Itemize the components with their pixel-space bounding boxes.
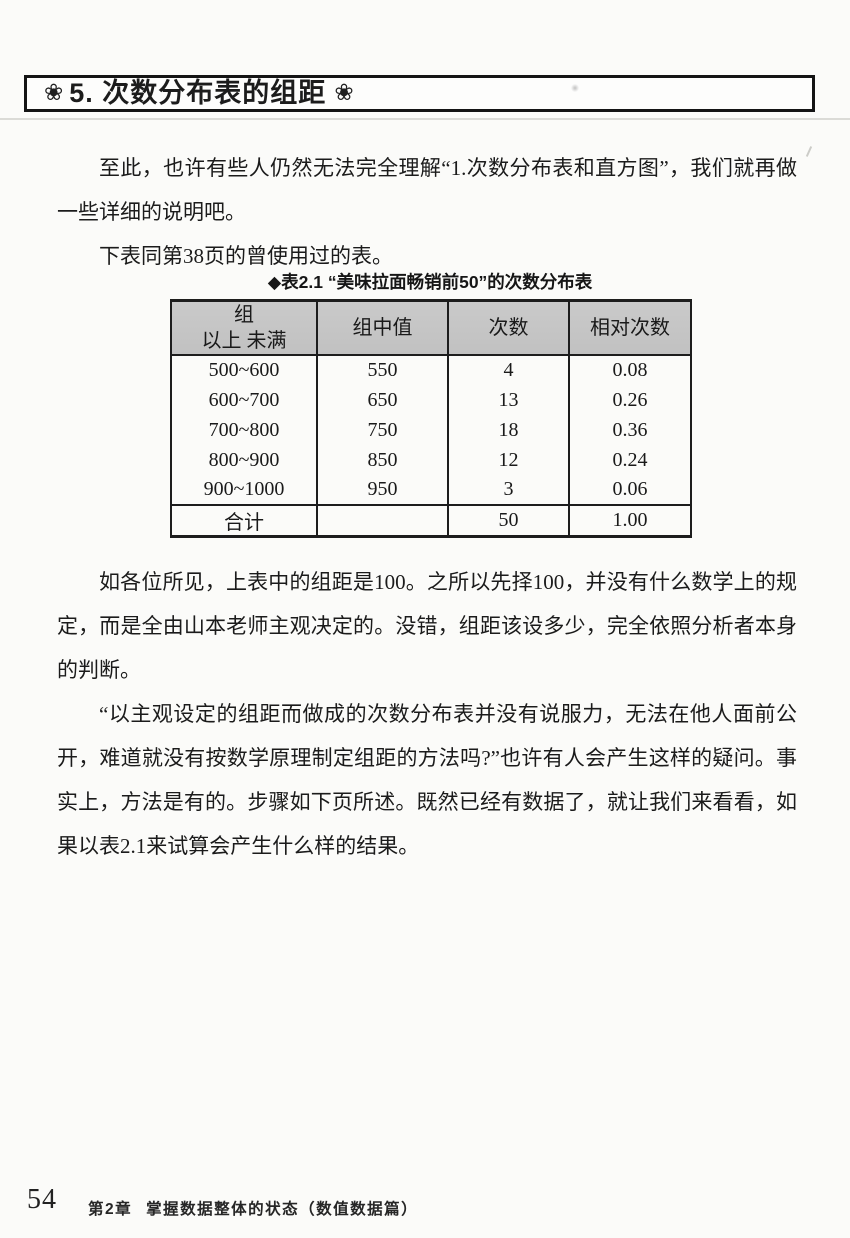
table-cell: 1.00: [568, 505, 692, 537]
table-cell: 700~800: [170, 415, 318, 445]
table-cell: 0.24: [568, 445, 692, 475]
column-header-class: 组 以上 未满: [170, 300, 318, 355]
chapter-label: 第2章: [88, 1201, 133, 1218]
table-cell: 4: [447, 355, 570, 385]
table-caption: ◆表2.1 “美味拉面畅销前50”的次数分布表: [267, 272, 593, 292]
table-cell: 950: [316, 475, 449, 505]
scan-speck: [805, 146, 813, 157]
column-header-midpoint: 组中值: [316, 300, 449, 355]
table-cell: 12: [447, 445, 570, 475]
table-cell: 900~1000: [170, 475, 318, 505]
column-header-frequency: 次数: [447, 300, 570, 355]
section-title-box: ❀ 5. 次数分布表的组距 ❀: [24, 75, 815, 112]
table-cell: 750: [316, 415, 449, 445]
table-row: 700~800 750 18 0.36: [170, 415, 692, 445]
footer-chapter: 第2章 掌握数据整体的状态（数值数据篇）: [88, 1197, 418, 1219]
table-row: 800~900 850 12 0.24: [170, 445, 692, 475]
table-cell: 550: [316, 355, 449, 385]
section-title: 5. 次数分布表的组距: [69, 78, 327, 108]
table-cell: [316, 505, 449, 537]
table-cell: 850: [316, 445, 449, 475]
table-cell: 50: [447, 505, 570, 537]
paragraph: 如各位所见，上表中的组距是100。之所以先择100，并没有什么数学上的规定，而是…: [57, 570, 797, 682]
scan-speck: [571, 84, 579, 92]
table-cell: 650: [316, 385, 449, 415]
table-row: 500~600 550 4 0.08: [170, 355, 692, 385]
table-cell: 0.26: [568, 385, 692, 415]
table-cell: 合计: [170, 505, 318, 537]
chapter-title: 掌握数据整体的状态（数值数据篇）: [146, 1201, 419, 1218]
table-cell: 600~700: [170, 385, 318, 415]
table-total-row: 合计 50 1.00: [170, 505, 692, 537]
page-number: 54: [27, 1184, 57, 1215]
table-cell: 18: [447, 415, 570, 445]
table-cell: 0.08: [568, 355, 692, 385]
paragraph: 至此，也许有些人仍然无法完全理解“1.次数分布表和直方图”，我们就再做一些详细的…: [57, 156, 797, 224]
table-cell: 13: [447, 385, 570, 415]
frequency-distribution-table: 组 以上 未满 组中值 次数 相对次数 500~600 550 4 0.08 6…: [170, 299, 692, 538]
column-header-line: 组: [234, 304, 254, 326]
column-header-relative: 相对次数: [568, 300, 692, 355]
divider-line: [0, 118, 850, 120]
paragraph: “以主观设定的组距而做成的次数分布表并没有说服力，无法在他人面前公开，难道就没有…: [57, 702, 797, 858]
table-cell: 500~600: [170, 355, 318, 385]
flower-icon: ❀: [44, 80, 64, 106]
table-cell: 3: [447, 475, 570, 505]
paragraph: 下表同第38页的曾使用过的表。: [99, 244, 393, 268]
column-header-line: 以上 未满: [201, 330, 287, 352]
table-cell: 0.36: [568, 415, 692, 445]
discussion-text-block: 如各位所见，上表中的组距是100。之所以先择100，并没有什么数学上的规定，而是…: [57, 560, 797, 868]
table-row: 600~700 650 13 0.26: [170, 385, 692, 415]
table-cell: 800~900: [170, 445, 318, 475]
table-cell: 0.06: [568, 475, 692, 505]
table-header-row: 组 以上 未满 组中值 次数 相对次数: [170, 300, 692, 355]
intro-text-block: 至此，也许有些人仍然无法完全理解“1.次数分布表和直方图”，我们就再做一些详细的…: [57, 146, 797, 278]
flower-icon: ❀: [334, 80, 354, 106]
table-row: 900~1000 950 3 0.06: [170, 475, 692, 505]
